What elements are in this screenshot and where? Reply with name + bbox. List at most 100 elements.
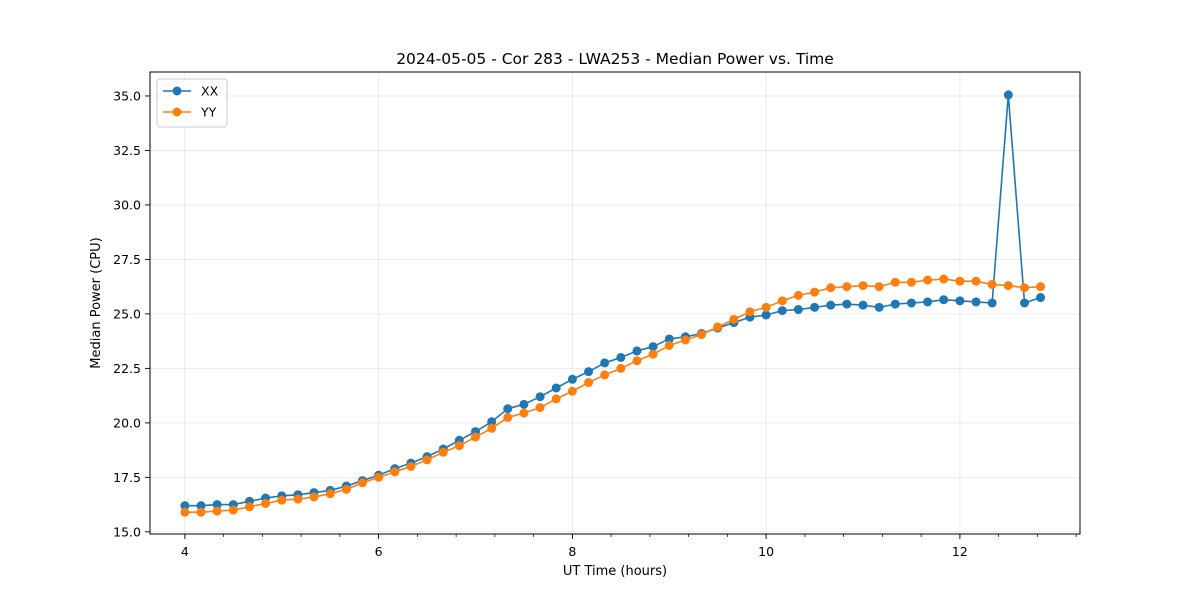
data-point-xx xyxy=(923,297,933,307)
data-point-yy xyxy=(535,403,545,413)
data-point-yy xyxy=(503,412,513,422)
data-point-xx xyxy=(939,295,949,305)
data-point-yy xyxy=(212,506,222,516)
data-point-xx xyxy=(632,346,642,356)
x-axis-label: UT Time (hours) xyxy=(563,564,667,579)
y-tick-label: 20.0 xyxy=(113,415,141,430)
data-point-yy xyxy=(842,282,852,292)
data-point-yy xyxy=(632,356,642,366)
data-point-xx xyxy=(777,306,787,316)
data-point-xx xyxy=(648,342,658,352)
data-point-yy xyxy=(325,489,335,499)
data-point-xx xyxy=(842,299,852,309)
data-point-xx xyxy=(196,501,206,511)
x-tick-label: 10 xyxy=(758,544,774,559)
data-point-xx xyxy=(664,334,674,344)
data-point-yy xyxy=(551,394,561,404)
data-point-yy xyxy=(277,495,287,505)
grid-layer xyxy=(150,72,1080,534)
series-layer xyxy=(180,90,1046,517)
x-tick-label: 4 xyxy=(181,544,189,559)
data-point-yy xyxy=(244,502,254,512)
data-point-yy xyxy=(374,472,384,482)
data-point-xx xyxy=(987,298,997,308)
data-point-yy xyxy=(680,335,690,345)
data-point-xx xyxy=(600,358,610,368)
data-point-yy xyxy=(906,277,916,287)
data-point-yy xyxy=(341,484,351,494)
y-tick-label: 15.0 xyxy=(113,524,141,539)
data-point-yy xyxy=(1036,282,1046,292)
x-tick-label: 12 xyxy=(952,544,968,559)
data-point-xx xyxy=(212,500,222,510)
data-point-yy xyxy=(987,279,997,289)
data-point-yy xyxy=(874,282,884,292)
y-tick-label: 30.0 xyxy=(113,197,141,212)
data-point-yy xyxy=(923,275,933,285)
chart-title: 2024-05-05 - Cor 283 - LWA253 - Median P… xyxy=(396,50,834,68)
data-point-yy xyxy=(648,349,658,359)
data-point-xx xyxy=(1036,293,1046,303)
data-point-xx xyxy=(971,297,981,307)
plot-area-frame xyxy=(149,71,1081,535)
data-point-xx xyxy=(535,392,545,402)
data-point-yy xyxy=(826,283,836,293)
data-point-xx xyxy=(874,302,884,312)
data-point-yy xyxy=(1019,283,1029,293)
data-point-yy xyxy=(745,307,755,317)
data-point-xx xyxy=(858,300,868,310)
data-point-xx xyxy=(906,298,916,308)
data-point-yy xyxy=(567,386,577,396)
legend-label-yy: YY xyxy=(200,105,217,120)
data-point-yy xyxy=(664,340,674,350)
data-point-yy xyxy=(261,498,271,508)
y-tick-label: 17.5 xyxy=(113,470,141,485)
data-point-yy xyxy=(939,274,949,284)
y-tick-label: 32.5 xyxy=(113,143,141,158)
data-point-yy xyxy=(713,322,723,332)
data-point-xx xyxy=(810,302,820,312)
data-point-yy xyxy=(471,432,480,442)
y-tick-label: 35.0 xyxy=(113,88,141,103)
data-point-xx xyxy=(180,501,190,511)
data-point-yy xyxy=(406,461,416,471)
data-point-yy xyxy=(777,296,787,306)
data-point-xx xyxy=(793,305,803,315)
y-tick-label: 27.5 xyxy=(113,252,141,267)
legend-label-xx: XX xyxy=(201,84,219,99)
y-tick-label: 25.0 xyxy=(113,306,141,321)
data-point-yy xyxy=(761,302,771,312)
data-point-yy xyxy=(971,276,981,286)
data-point-yy xyxy=(584,378,594,388)
data-point-yy xyxy=(228,505,238,515)
data-point-xx xyxy=(826,300,836,310)
legend-marker-xx xyxy=(172,86,182,96)
axis-layer: 4 6 8 10 12 15.0 17.5 20.0 22.5 25.0 27.5 30.0 32.5 3… xyxy=(113,88,1077,559)
data-point-yy xyxy=(309,492,319,502)
data-point-xx xyxy=(955,296,965,306)
x-tick-label: 8 xyxy=(568,544,576,559)
data-point-yy xyxy=(293,494,303,504)
data-point-yy xyxy=(422,455,432,465)
y-tick-label: 22.5 xyxy=(113,361,141,376)
legend: XX YY xyxy=(156,78,228,128)
y-axis-label: Median Power (CPU) xyxy=(89,237,104,368)
data-point-yy xyxy=(519,408,529,418)
legend-marker-yy xyxy=(172,107,182,117)
data-point-yy xyxy=(1003,281,1013,291)
data-point-yy xyxy=(180,507,190,517)
data-point-yy xyxy=(697,330,707,340)
data-point-yy xyxy=(729,314,739,324)
data-point-yy xyxy=(454,441,464,451)
data-point-yy xyxy=(890,277,900,287)
data-point-xx xyxy=(519,399,529,409)
data-point-yy xyxy=(955,276,965,286)
data-point-xx xyxy=(487,417,497,427)
data-point-yy xyxy=(487,423,497,433)
data-point-xx xyxy=(1019,298,1029,308)
data-point-xx xyxy=(584,367,594,377)
data-point-xx xyxy=(616,352,626,362)
data-point-xx xyxy=(890,299,900,309)
data-point-yy xyxy=(600,370,610,380)
